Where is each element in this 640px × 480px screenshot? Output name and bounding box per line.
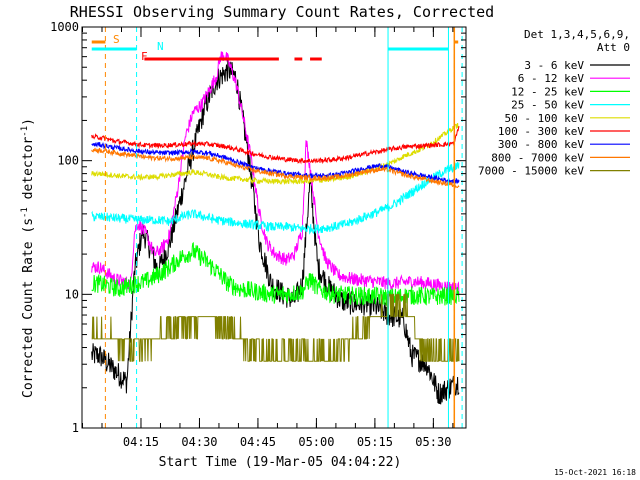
series-line xyxy=(91,162,460,235)
legend-label: 6 - 12 keV xyxy=(518,72,585,85)
y-axis-label: Corrected Count Rate (s-1 detector-1) xyxy=(20,118,36,398)
state-marker-label: N xyxy=(157,40,164,53)
x-tick-label: 04:15 xyxy=(123,435,159,449)
y-tick-label: 10 xyxy=(65,287,79,301)
y-axis-label-sup: -1 xyxy=(20,207,30,218)
y-tick-label: 100 xyxy=(57,154,79,168)
legend-label: 800 - 7000 keV xyxy=(491,151,584,164)
series-line xyxy=(91,123,460,186)
y-axis-label-sup: -1 xyxy=(20,126,30,137)
y-axis-label-part: Corrected Count Rate (s xyxy=(21,218,36,398)
legend-label: 7000 - 15000 keV xyxy=(478,165,584,178)
legend-label: 3 - 6 keV xyxy=(524,59,584,72)
x-tick-label: 04:45 xyxy=(240,435,276,449)
x-axis-label: Start Time (19-Mar-05 04:04:22) xyxy=(159,455,402,470)
series-line xyxy=(91,141,460,184)
series-line xyxy=(91,241,460,307)
x-tick-label: 05:00 xyxy=(298,435,334,449)
state-markers: S NF xyxy=(91,27,463,428)
svg-text:Corrected Count Rate (s-1 dete: Corrected Count Rate (s-1 detector-1) xyxy=(20,118,36,398)
legend-label: 25 - 50 keV xyxy=(511,99,584,112)
legend-label: 12 - 25 keV xyxy=(511,85,584,98)
legend-header-line: Det 1,3,4,5,6,9, xyxy=(524,28,630,41)
series-group xyxy=(91,51,460,405)
footer-timestamp: 15-Oct-2021 16:18 xyxy=(554,468,636,477)
legend-header-line: Att 0 xyxy=(597,41,630,54)
y-tick-label: 1000 xyxy=(50,20,79,34)
y-axis-label-part: ) xyxy=(21,118,36,126)
legend-label: 100 - 300 keV xyxy=(498,125,584,138)
plot-frame xyxy=(81,26,467,429)
legend-label: 300 - 800 keV xyxy=(498,138,584,151)
series-line xyxy=(91,58,460,405)
axes: 1 10 100 1000 04:15 04:30 04:45 05:00 05:15 05:30 xyxy=(50,20,467,449)
x-tick-label: 05:30 xyxy=(415,435,451,449)
series-line xyxy=(91,125,460,165)
series-line xyxy=(91,51,460,296)
state-marker-label: F xyxy=(141,50,148,63)
series-line xyxy=(91,293,460,362)
y-axis-label-part: detector xyxy=(21,137,36,208)
y-tick-label: 1 xyxy=(72,421,79,435)
x-tick-label: 05:15 xyxy=(357,435,393,449)
chart-title: RHESSI Observing Summary Count Rates, Co… xyxy=(70,3,494,21)
series-line xyxy=(91,147,460,189)
legend-label: 50 - 100 keV xyxy=(505,112,585,125)
state-marker-label: S xyxy=(113,33,120,46)
x-tick-label: 04:30 xyxy=(181,435,217,449)
